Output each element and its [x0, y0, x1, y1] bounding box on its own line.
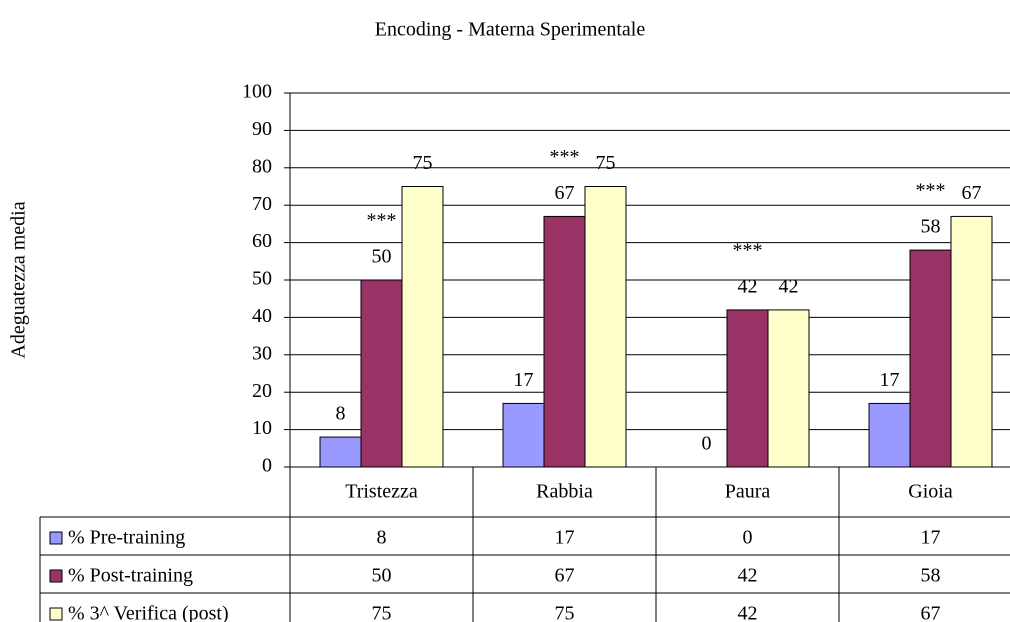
bar — [543, 215, 586, 468]
annotation: *** — [550, 146, 580, 168]
table-cell: 75 — [555, 603, 575, 622]
x-tick-label: Rabbia — [536, 481, 593, 503]
y-tick-label: 0 — [262, 455, 272, 477]
bar — [909, 249, 952, 468]
chart-title: Encoding - Materna Sperimentale — [375, 19, 646, 41]
x-tick-label: Paura — [725, 481, 771, 503]
bar — [401, 186, 444, 468]
y-axis-label: Adeguatezza media — [8, 201, 30, 358]
value-label: 8 — [336, 403, 346, 425]
y-tick-label: 70 — [252, 193, 272, 215]
value-label: 42 — [778, 276, 798, 298]
table-cell: 50 — [372, 565, 392, 587]
value-label: 75 — [595, 152, 615, 174]
bar — [868, 402, 911, 468]
table-cell: 58 — [921, 565, 941, 587]
x-tick-label: Gioia — [908, 481, 953, 503]
y-tick-label: 90 — [252, 118, 272, 140]
table-cell: 67 — [555, 565, 575, 587]
legend-label: % 3^ Verifica (post) — [68, 603, 229, 622]
legend-label: % Post-training — [68, 565, 193, 587]
bar — [726, 309, 769, 468]
y-tick-label: 10 — [252, 417, 272, 439]
value-label: 67 — [961, 182, 981, 204]
value-label: 75 — [412, 152, 432, 174]
table-cell: 67 — [921, 603, 941, 622]
x-tick-label: Tristezza — [345, 481, 418, 503]
table-cell: 17 — [555, 527, 575, 549]
value-label: 0 — [702, 433, 712, 455]
bar — [319, 436, 362, 468]
value-label: 58 — [921, 216, 941, 238]
bar — [502, 402, 545, 468]
value-label: 67 — [555, 182, 575, 204]
annotation: *** — [916, 180, 946, 202]
value-label: 17 — [880, 369, 900, 391]
value-label: 42 — [738, 276, 758, 298]
annotation: *** — [733, 240, 763, 262]
bar — [584, 186, 627, 468]
legend-label: % Pre-training — [68, 527, 185, 549]
y-tick-label: 80 — [252, 155, 272, 177]
y-tick-label: 100 — [242, 81, 272, 103]
table-cell: 42 — [738, 565, 758, 587]
annotation: *** — [367, 210, 397, 232]
legend-key — [49, 569, 63, 583]
bar — [360, 279, 403, 468]
table-cell: 75 — [372, 603, 392, 622]
y-tick-label: 50 — [252, 268, 272, 290]
bar — [950, 215, 993, 468]
legend-key — [49, 607, 63, 621]
legend-key — [49, 531, 63, 545]
y-tick-label: 30 — [252, 342, 272, 364]
table-cell: 17 — [921, 527, 941, 549]
table-cell: 42 — [738, 603, 758, 622]
y-tick-label: 20 — [252, 380, 272, 402]
value-label: 17 — [514, 369, 534, 391]
y-tick-label: 40 — [252, 305, 272, 327]
table-cell: 0 — [743, 527, 753, 549]
bar — [767, 309, 810, 468]
value-label: 50 — [372, 246, 392, 268]
table-cell: 8 — [377, 527, 387, 549]
y-tick-label: 60 — [252, 230, 272, 252]
